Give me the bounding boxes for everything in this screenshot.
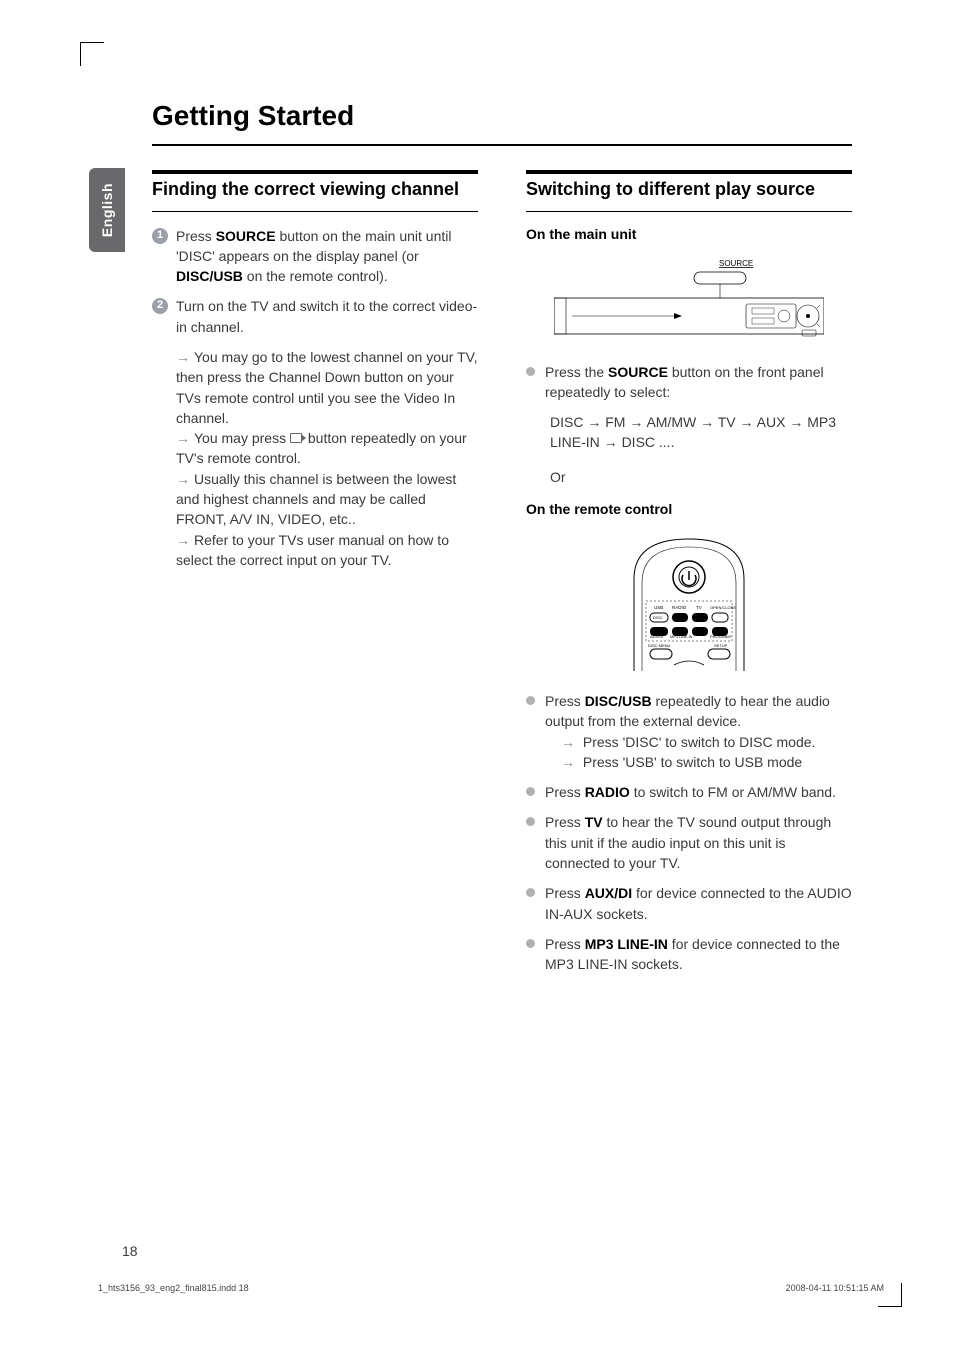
step-2-text: Turn on the TV and switch it to the corr… bbox=[176, 296, 478, 337]
arrow-icon: → bbox=[176, 532, 194, 548]
svg-text:SETUP: SETUP bbox=[714, 643, 728, 648]
disc-sub1: → Press 'DISC' to switch to DISC mode. bbox=[545, 732, 852, 752]
language-tab: English bbox=[89, 168, 125, 252]
press-source-bullet: Press the SOURCE button on the front pan… bbox=[526, 362, 852, 403]
on-remote-heading: On the remote control bbox=[526, 501, 852, 517]
tv-text: Press TV to hear the TV sound output thr… bbox=[545, 812, 852, 873]
press-source-text: Press the SOURCE button on the front pan… bbox=[545, 362, 852, 403]
source-cycle: DISC → FM → AM/MW → TV → AUX → MP3 LINE-… bbox=[550, 412, 852, 453]
right-section-title: Switching to different play source bbox=[526, 178, 852, 201]
right-column: Switching to different play source On th… bbox=[526, 170, 852, 985]
footer-filename: 1_hts3156_93_eng2_final815.indd 18 bbox=[98, 1283, 249, 1293]
chapter-rule bbox=[152, 144, 852, 146]
step-2b: →You may press button repeatedly on your… bbox=[176, 428, 478, 469]
step-2: 2 Turn on the TV and switch it to the co… bbox=[152, 296, 478, 337]
radio-bullet: Press RADIO to switch to FM or AM/MW ban… bbox=[526, 782, 852, 802]
av-input-icon bbox=[290, 433, 304, 443]
aux-bullet: Press AUX/DI for device connected to the… bbox=[526, 883, 852, 924]
bullet-icon bbox=[526, 939, 535, 948]
main-unit-svg: SOURCE bbox=[554, 256, 824, 342]
disc-usb-bullet: Press DISC/USB repeatedly to hear the au… bbox=[526, 691, 852, 772]
step-2d: →Refer to your TVs user manual on how to… bbox=[176, 530, 478, 571]
svg-text:AUX/DI: AUX/DI bbox=[650, 634, 663, 639]
main-unit-illustration: SOURCE bbox=[526, 256, 852, 342]
bullet-icon bbox=[526, 367, 535, 376]
arrow-icon: → bbox=[176, 430, 194, 446]
on-main-unit-heading: On the main unit bbox=[526, 226, 852, 242]
footer-timestamp: 2008-04-11 10:51:15 AM bbox=[786, 1283, 884, 1293]
step-2a: →You may go to the lowest channel on you… bbox=[176, 347, 478, 428]
svg-text:DISC: DISC bbox=[653, 615, 663, 620]
tv-bullet: Press TV to hear the TV sound output thr… bbox=[526, 812, 852, 873]
bullet-icon bbox=[526, 888, 535, 897]
aux-text: Press AUX/DI for device connected to the… bbox=[545, 883, 852, 924]
page-number: 18 bbox=[122, 1243, 138, 1259]
step-number-2: 2 bbox=[152, 298, 168, 314]
step-2c: →Usually this channel is between the low… bbox=[176, 469, 478, 530]
bullet-icon bbox=[526, 787, 535, 796]
arrow-icon: → bbox=[176, 471, 194, 487]
section-rule-thin bbox=[526, 211, 852, 212]
step-number-1: 1 bbox=[152, 228, 168, 244]
left-section-title: Finding the correct viewing channel bbox=[152, 178, 478, 201]
disc-sub2: → Press 'USB' to switch to USB mode bbox=[545, 752, 852, 772]
arrow-icon: → bbox=[561, 754, 579, 770]
svg-text:USB: USB bbox=[654, 605, 663, 610]
radio-text: Press RADIO to switch to FM or AM/MW ban… bbox=[545, 782, 836, 802]
left-column: Finding the correct viewing channel 1 Pr… bbox=[152, 170, 478, 985]
arrow-icon: → bbox=[561, 734, 579, 750]
svg-text:MP3 LINE-IN: MP3 LINE-IN bbox=[670, 635, 693, 639]
language-tab-label: English bbox=[99, 183, 115, 237]
mp3-bullet: Press MP3 LINE-IN for device connected t… bbox=[526, 934, 852, 975]
step-1: 1 Press SOURCE button on the main unit u… bbox=[152, 226, 478, 287]
remote-illustration: USB RADIO TV OPEN/CLOSE DISC AUX/DI MP3 … bbox=[526, 531, 852, 671]
disc-usb-text: Press DISC/USB repeatedly to hear the au… bbox=[545, 691, 852, 772]
bullet-icon bbox=[526, 817, 535, 826]
section-rule bbox=[526, 170, 852, 174]
svg-text:DISC MENU: DISC MENU bbox=[648, 643, 671, 648]
bullet-icon bbox=[526, 696, 535, 705]
or-text: Or bbox=[550, 467, 852, 487]
svg-text:PROGRAM: PROGRAM bbox=[710, 634, 731, 639]
svg-text:RADIO: RADIO bbox=[672, 605, 687, 610]
remote-svg: USB RADIO TV OPEN/CLOSE DISC AUX/DI MP3 … bbox=[624, 531, 754, 671]
chapter-title: Getting Started bbox=[152, 100, 852, 132]
svg-text:OPEN/CLOSE: OPEN/CLOSE bbox=[710, 605, 736, 610]
svg-text:TV: TV bbox=[696, 605, 702, 610]
arrow-icon: → bbox=[176, 349, 194, 365]
page-content: Getting Started Finding the correct view… bbox=[152, 100, 852, 985]
step-1-text: Press SOURCE button on the main unit unt… bbox=[176, 226, 478, 287]
section-rule bbox=[152, 170, 478, 174]
step-2-details: →You may go to the lowest channel on you… bbox=[176, 347, 478, 570]
svg-text:SOURCE: SOURCE bbox=[719, 259, 753, 268]
crop-mark-top-left bbox=[80, 42, 104, 66]
section-rule-thin bbox=[152, 211, 478, 212]
mp3-text: Press MP3 LINE-IN for device connected t… bbox=[545, 934, 852, 975]
